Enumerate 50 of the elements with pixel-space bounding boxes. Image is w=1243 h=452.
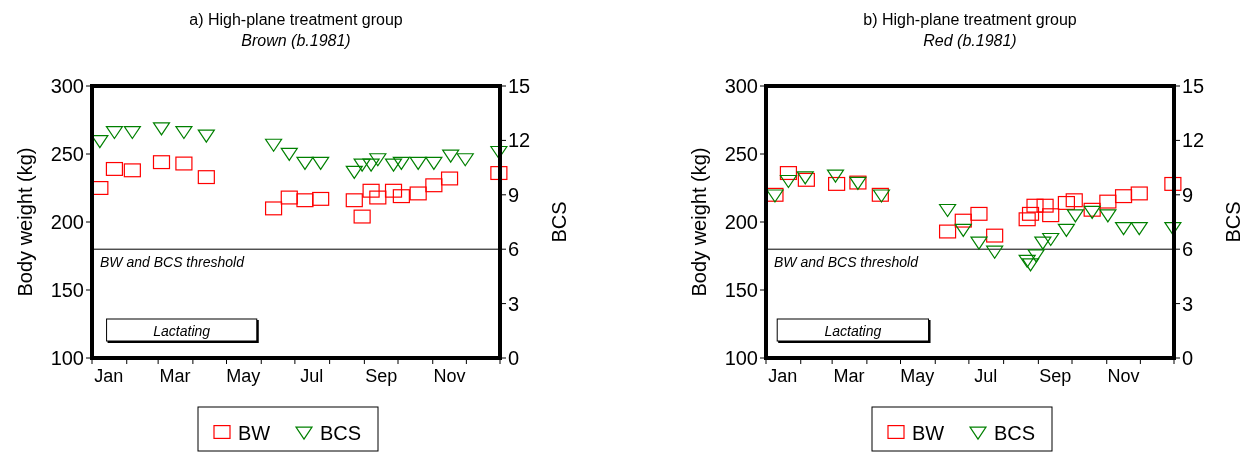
- y-tick-label: 200: [724, 211, 758, 233]
- chart-subtitle: Red (b.1981): [923, 32, 1017, 49]
- y2-tick-label: 3: [508, 292, 520, 315]
- ref-line-label: BW and BCS threshold: [100, 254, 246, 271]
- legend-label: BCS: [994, 422, 1036, 444]
- x-tick-label: Jul: [300, 366, 324, 386]
- chart-subtitle: Brown (b.1981): [241, 32, 351, 49]
- x-tick-label: Jan: [94, 366, 124, 386]
- x-tick-label: Nov: [1107, 366, 1140, 386]
- legend-label: BW: [912, 422, 945, 444]
- y2-tick-label: 15: [1182, 75, 1205, 97]
- y-tick-label: 100: [724, 347, 758, 369]
- x-tick-label: Mar: [159, 366, 191, 386]
- y-tick-label: 200: [50, 211, 84, 233]
- x-tick-label: Jan: [768, 366, 798, 386]
- y2-tick-label: 15: [508, 75, 531, 97]
- x-tick-label: Nov: [433, 366, 466, 386]
- legend-label: BW: [238, 422, 271, 444]
- y2-tick-label: 6: [1182, 238, 1194, 261]
- x-tick-label: Mar: [833, 366, 865, 386]
- x-tick-label: May: [226, 366, 261, 386]
- y2-tick-label: 0: [1182, 347, 1194, 369]
- band-label: Lactating: [153, 323, 211, 339]
- y2-axis-title: BCS: [548, 201, 570, 243]
- y-tick-label: 300: [50, 75, 84, 97]
- y2-axis-title: BCS: [1222, 201, 1243, 243]
- y-tick-label: 150: [50, 279, 84, 301]
- x-tick-label: Sep: [1039, 366, 1072, 386]
- band-label: Lactating: [824, 323, 882, 339]
- chart-title: b) High-plane treatment group: [863, 11, 1077, 28]
- y2-tick-label: 12: [1182, 129, 1205, 152]
- legend-label: BCS: [320, 422, 362, 444]
- y-tick-label: 300: [724, 75, 758, 97]
- y2-tick-label: 3: [1182, 292, 1194, 315]
- y-axis-title: Body weight (kg): [14, 147, 36, 297]
- y2-tick-label: 12: [508, 129, 531, 152]
- x-tick-label: Sep: [365, 366, 398, 386]
- y-tick-label: 250: [50, 143, 84, 165]
- y2-tick-label: 9: [508, 183, 520, 206]
- y-axis-title: Body weight (kg): [688, 147, 710, 297]
- y2-tick-label: 0: [508, 347, 520, 369]
- y-tick-label: 150: [724, 279, 758, 301]
- ref-line-label: BW and BCS threshold: [774, 254, 920, 271]
- y2-tick-label: 6: [508, 238, 520, 261]
- y-tick-label: 100: [50, 347, 84, 369]
- y2-tick-label: 9: [1182, 183, 1194, 206]
- chart-title: a) High-plane treatment group: [189, 11, 403, 28]
- x-tick-label: Jul: [974, 366, 998, 386]
- y-tick-label: 250: [724, 143, 758, 165]
- x-tick-label: May: [900, 366, 935, 386]
